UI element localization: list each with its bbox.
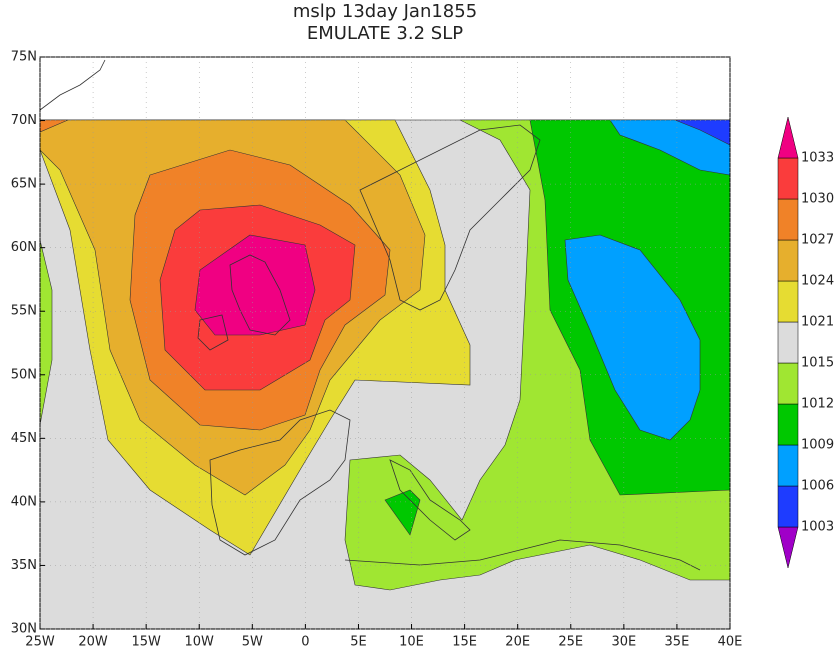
x-tick-label: 20E	[505, 635, 530, 650]
x-tick-label: 15W	[131, 635, 161, 650]
coastline	[209, 409, 351, 556]
y-tick-label: 45N	[11, 431, 37, 446]
colorbar-label: 1006	[801, 479, 834, 494]
x-tick-label: 30E	[611, 635, 636, 650]
colorbar-box	[777, 321, 799, 364]
y-tick-label: 70N	[11, 113, 37, 128]
coastline	[359, 124, 541, 311]
colorbar: 1003 1006 1009 1012 1015 1021 1024 1027 1030 1033	[777, 116, 834, 569]
contour-layer	[39, 119, 731, 591]
y-tick-label: 35N	[11, 558, 37, 573]
axes: 25W 20W 15W 10W 5W 0 5E 10E 15E 20E 25E 30E 35E 40E 30…	[11, 50, 743, 650]
x-tick-label: 10E	[399, 635, 424, 650]
y-tick-label: 65N	[11, 177, 37, 192]
colorbar-label: 1009	[801, 438, 834, 453]
colorbar-label: 1015	[801, 356, 834, 371]
y-tick-label: 50N	[11, 367, 37, 382]
colorbar-box	[777, 403, 799, 446]
contour-fill	[564, 234, 701, 441]
coastline	[39, 59, 106, 111]
y-tick-label: 60N	[11, 240, 37, 255]
contour-fill	[194, 234, 316, 336]
coastlines	[39, 59, 701, 571]
colorbar-box	[777, 157, 799, 200]
x-tick-label: 0	[301, 635, 309, 650]
title: mslp 13day Jan1855	[293, 1, 477, 22]
x-tick-label: 35E	[665, 635, 690, 650]
colorbar-box	[777, 239, 799, 282]
x-tick-label: 20W	[78, 635, 108, 650]
x-tick-label: 25W	[25, 635, 55, 650]
colorbar-box	[777, 444, 799, 487]
colorbar-label: 1027	[801, 233, 834, 248]
colorbar-box	[777, 362, 799, 405]
colorbar-box	[777, 198, 799, 241]
x-tick-label: 5W	[242, 635, 263, 650]
colorbar-label: 1024	[801, 274, 834, 289]
y-tick-label: 75N	[11, 50, 37, 65]
colorbar-label: 1021	[801, 315, 834, 330]
x-tick-label: 15E	[452, 635, 477, 650]
x-tick-label: 25E	[558, 635, 583, 650]
colorbar-label: 1030	[801, 192, 834, 207]
y-tick-label: 30N	[11, 622, 37, 637]
colorbar-arrow	[777, 116, 799, 159]
colorbar-label: 1003	[801, 520, 834, 535]
coastline	[344, 539, 701, 571]
colorbar-box	[777, 280, 799, 323]
colorbar-label: 1033	[801, 151, 834, 166]
coastline	[229, 254, 291, 336]
colorbar-label: 1012	[801, 397, 834, 412]
colorbar-box	[777, 485, 799, 528]
colorbar-arrow	[777, 526, 799, 569]
x-tick-label: 40E	[718, 635, 743, 650]
subtitle: EMULATE 3.2 SLP	[307, 23, 463, 44]
x-tick-label: 10W	[185, 635, 215, 650]
coastline	[197, 314, 229, 351]
coastline	[389, 459, 471, 541]
y-tick-label: 40N	[11, 494, 37, 509]
y-tick-label: 55N	[11, 304, 37, 319]
x-tick-label: 5E	[350, 635, 367, 650]
